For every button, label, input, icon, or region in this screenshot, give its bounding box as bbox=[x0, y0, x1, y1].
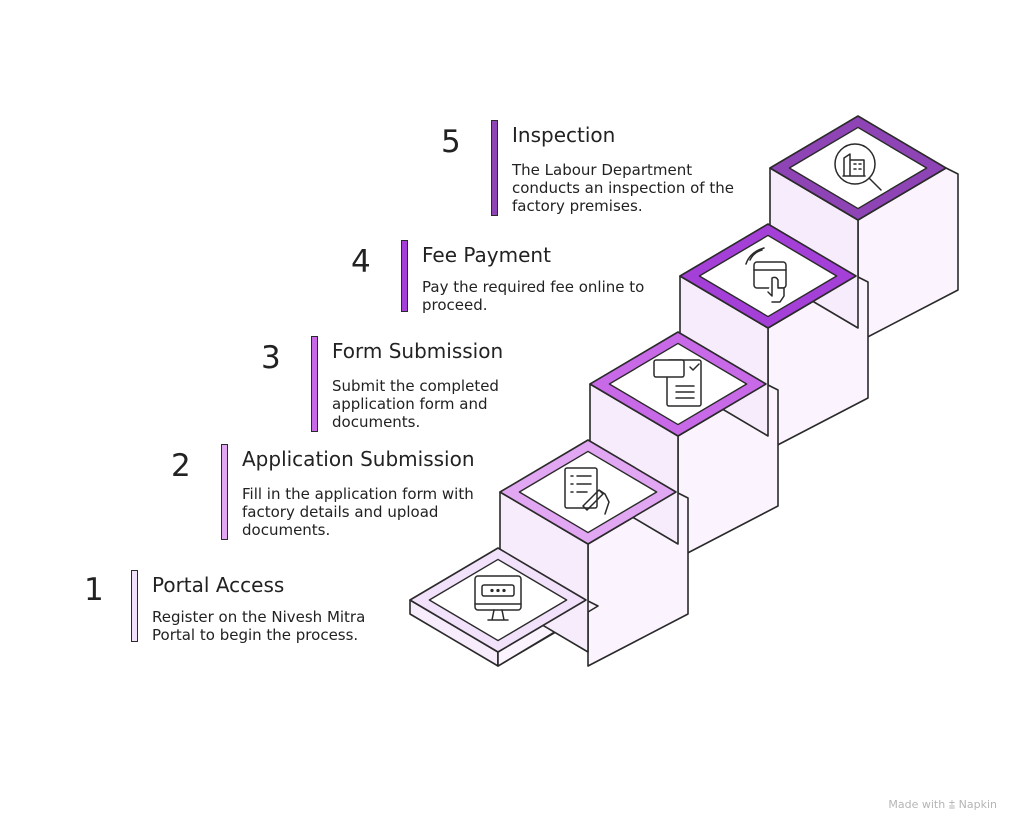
step-title: Inspection bbox=[512, 123, 616, 147]
footer-brand: Napkin bbox=[958, 798, 997, 811]
tap-payment-icon bbox=[745, 247, 787, 303]
step-top-inner bbox=[428, 558, 568, 642]
step-title: Form Submission bbox=[332, 339, 504, 363]
step-title: Fee Payment bbox=[422, 243, 551, 267]
step-title: Application Submission bbox=[242, 447, 475, 471]
step-top-inner bbox=[698, 234, 838, 318]
step-number: 4 bbox=[351, 244, 371, 280]
step-number: 1 bbox=[84, 572, 104, 608]
step-number: 2 bbox=[171, 448, 191, 484]
step-description: The Labour Department conducts an inspec… bbox=[512, 161, 734, 215]
step-description: Pay the required fee online to proceed. bbox=[422, 278, 645, 314]
step-bar bbox=[491, 120, 498, 216]
step-number: 3 bbox=[261, 340, 281, 376]
monitor-icon bbox=[474, 575, 522, 621]
step-bar bbox=[401, 240, 408, 312]
form-document-icon bbox=[653, 359, 702, 407]
step-description: Register on the Nivesh Mitra Portal to b… bbox=[152, 608, 366, 644]
step-top-inner bbox=[608, 342, 748, 426]
step-bar bbox=[311, 336, 318, 432]
step-number: 5 bbox=[441, 124, 461, 160]
step-description: Fill in the application form with factor… bbox=[242, 485, 474, 539]
checklist-signing-icon bbox=[564, 467, 610, 515]
step-top-inner bbox=[518, 450, 658, 534]
building-inspection-icon bbox=[834, 143, 882, 191]
step-bar bbox=[131, 570, 138, 642]
step-description: Submit the completed application form an… bbox=[332, 377, 499, 431]
napkin-logo-icon: ⩲ bbox=[948, 798, 956, 811]
step-title: Portal Access bbox=[152, 573, 285, 597]
footer-credit: Made with ⩲ Napkin bbox=[888, 798, 997, 812]
footer-text: Made with bbox=[888, 798, 946, 811]
step-top-inner bbox=[788, 126, 928, 210]
step-bar bbox=[221, 444, 228, 540]
